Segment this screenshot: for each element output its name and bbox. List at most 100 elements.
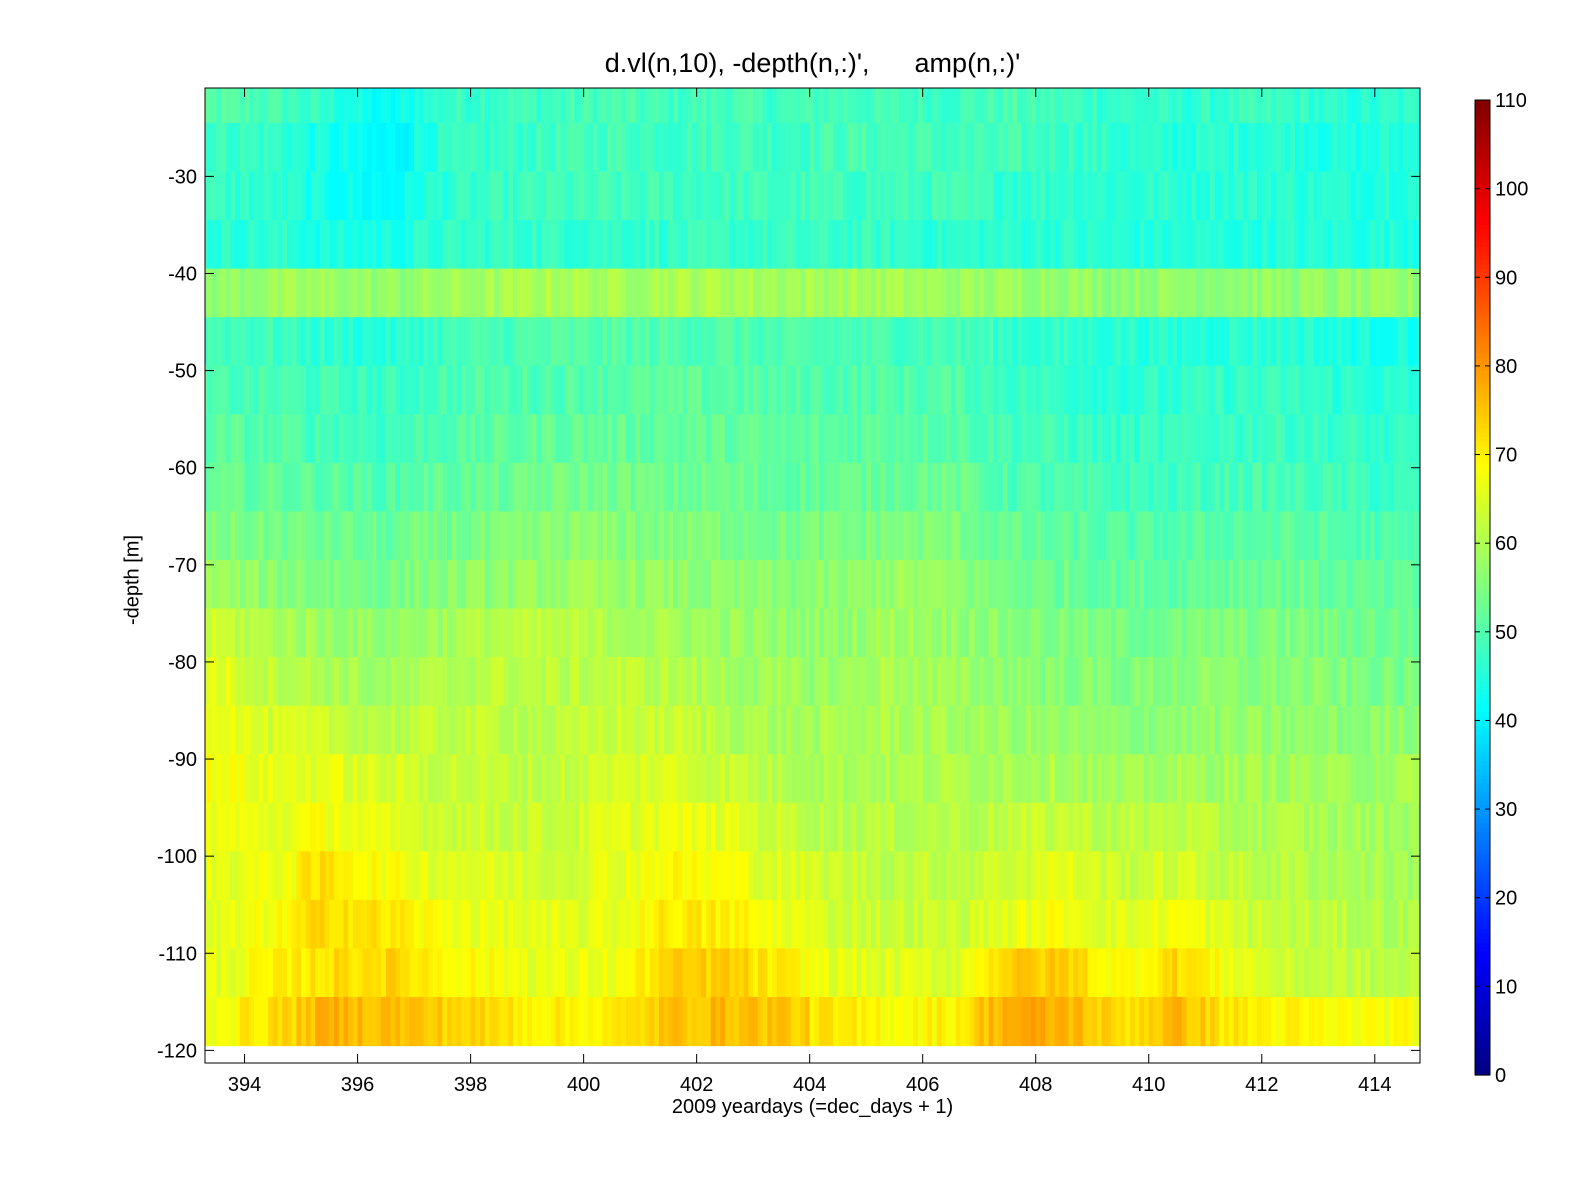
heatmap-cell — [1125, 754, 1131, 804]
heatmap-cell — [399, 559, 406, 610]
heatmap-cell — [1129, 462, 1136, 513]
heatmap-cell — [1096, 414, 1103, 464]
heatmap-cell — [936, 462, 943, 513]
heatmap-cell — [437, 802, 443, 852]
heatmap-cell — [960, 559, 966, 610]
heatmap-cell — [724, 171, 731, 221]
heatmap-cell — [998, 122, 1004, 173]
heatmap-cell — [663, 268, 669, 318]
heatmap-cell — [211, 171, 217, 221]
heatmap-cell — [677, 608, 684, 658]
heatmap-cell — [235, 171, 241, 221]
heatmap-cell — [1422, 609, 1427, 658]
heatmap-cell — [1078, 899, 1084, 950]
heatmap-cell — [1417, 414, 1420, 464]
heatmap-cell — [451, 88, 458, 124]
heatmap-cell — [338, 948, 345, 998]
heatmap-cell — [1200, 122, 1206, 173]
heatmap-cell — [1322, 88, 1329, 124]
heatmap-cell — [503, 511, 509, 561]
heatmap-cell — [729, 220, 735, 270]
heatmap-cell — [593, 317, 599, 367]
heatmap-cell — [286, 220, 293, 270]
heatmap-cell — [1144, 511, 1150, 561]
heatmap-cell — [512, 559, 519, 610]
heatmap-cell — [1417, 851, 1420, 901]
heatmap-cell — [1398, 88, 1404, 124]
heatmap-cell — [301, 268, 307, 318]
heatmap-cell — [602, 948, 608, 998]
heatmap-cell — [611, 171, 618, 221]
heatmap-cell — [1177, 559, 1183, 610]
heatmap-cell — [828, 365, 834, 415]
heatmap-cell — [804, 462, 811, 513]
heatmap-cell — [381, 365, 387, 415]
heatmap-cell — [1087, 802, 1093, 852]
heatmap-cell — [1374, 268, 1381, 318]
heatmap-cell — [828, 268, 834, 318]
heatmap-cell — [1332, 88, 1338, 124]
heatmap-cell — [1012, 754, 1018, 804]
heatmap-cell — [480, 705, 486, 755]
heatmap-cell — [1322, 754, 1329, 804]
heatmap-cell — [847, 414, 853, 464]
heatmap-cell — [1412, 365, 1418, 415]
heatmap-cell — [1412, 899, 1418, 950]
heatmap-cell — [258, 802, 264, 852]
heatmap-cell — [1224, 705, 1230, 755]
heatmap-cell — [913, 754, 919, 804]
heatmap-cell — [1219, 657, 1225, 707]
heatmap-cell — [927, 899, 933, 950]
heatmap-cell — [880, 559, 886, 610]
heatmap-cell — [1398, 462, 1404, 513]
heatmap-cell — [1304, 414, 1310, 464]
heatmap-cell — [781, 559, 787, 610]
heatmap-cell — [1219, 754, 1225, 804]
heatmap-cell — [1153, 511, 1159, 561]
heatmap-cell — [936, 802, 943, 852]
heatmap-cell — [616, 657, 622, 707]
heatmap-cell — [993, 462, 999, 513]
heatmap-cell — [475, 657, 481, 707]
heatmap-cell — [456, 559, 462, 610]
heatmap-cell — [908, 414, 914, 464]
heatmap-cell — [414, 365, 420, 415]
heatmap-cell — [936, 317, 943, 367]
heatmap-cell — [235, 365, 241, 415]
heatmap-cell — [1412, 462, 1418, 513]
heatmap-cell — [456, 317, 462, 367]
heatmap-cell — [253, 511, 260, 561]
heatmap-cell — [527, 754, 533, 804]
heatmap-cell — [1337, 122, 1343, 173]
heatmap-cell — [1087, 754, 1093, 804]
heatmap-cell — [1158, 754, 1164, 804]
heatmap-cell — [263, 88, 269, 124]
heatmap-cell — [588, 122, 594, 173]
heatmap-cell — [1285, 462, 1291, 513]
heatmap-cell — [706, 462, 712, 513]
heatmap-cell — [593, 851, 599, 901]
heatmap-cell — [367, 220, 373, 270]
heatmap-cell — [545, 171, 552, 221]
heatmap-cell — [1068, 559, 1074, 610]
heatmap-cell — [221, 851, 227, 901]
heatmap-cell — [932, 171, 938, 221]
heatmap-cell — [348, 559, 354, 610]
heatmap-cell — [272, 462, 279, 513]
heatmap-cell — [917, 462, 924, 513]
heatmap-cell — [1224, 268, 1230, 318]
heatmap-cell — [691, 365, 698, 415]
heatmap-cell — [560, 608, 566, 658]
heatmap-cell — [837, 559, 844, 610]
heatmap-cell — [334, 220, 340, 270]
heatmap-cell — [503, 171, 509, 221]
heatmap-cell — [230, 802, 236, 852]
heatmap-cell — [1313, 317, 1319, 367]
heatmap-cell — [870, 802, 877, 852]
heatmap-cell — [786, 122, 792, 173]
heatmap-cell — [1304, 948, 1310, 998]
heatmap-cell — [772, 462, 778, 513]
heatmap-cell — [743, 851, 750, 901]
heatmap-cell — [1219, 268, 1225, 318]
heatmap-cell — [390, 657, 396, 707]
